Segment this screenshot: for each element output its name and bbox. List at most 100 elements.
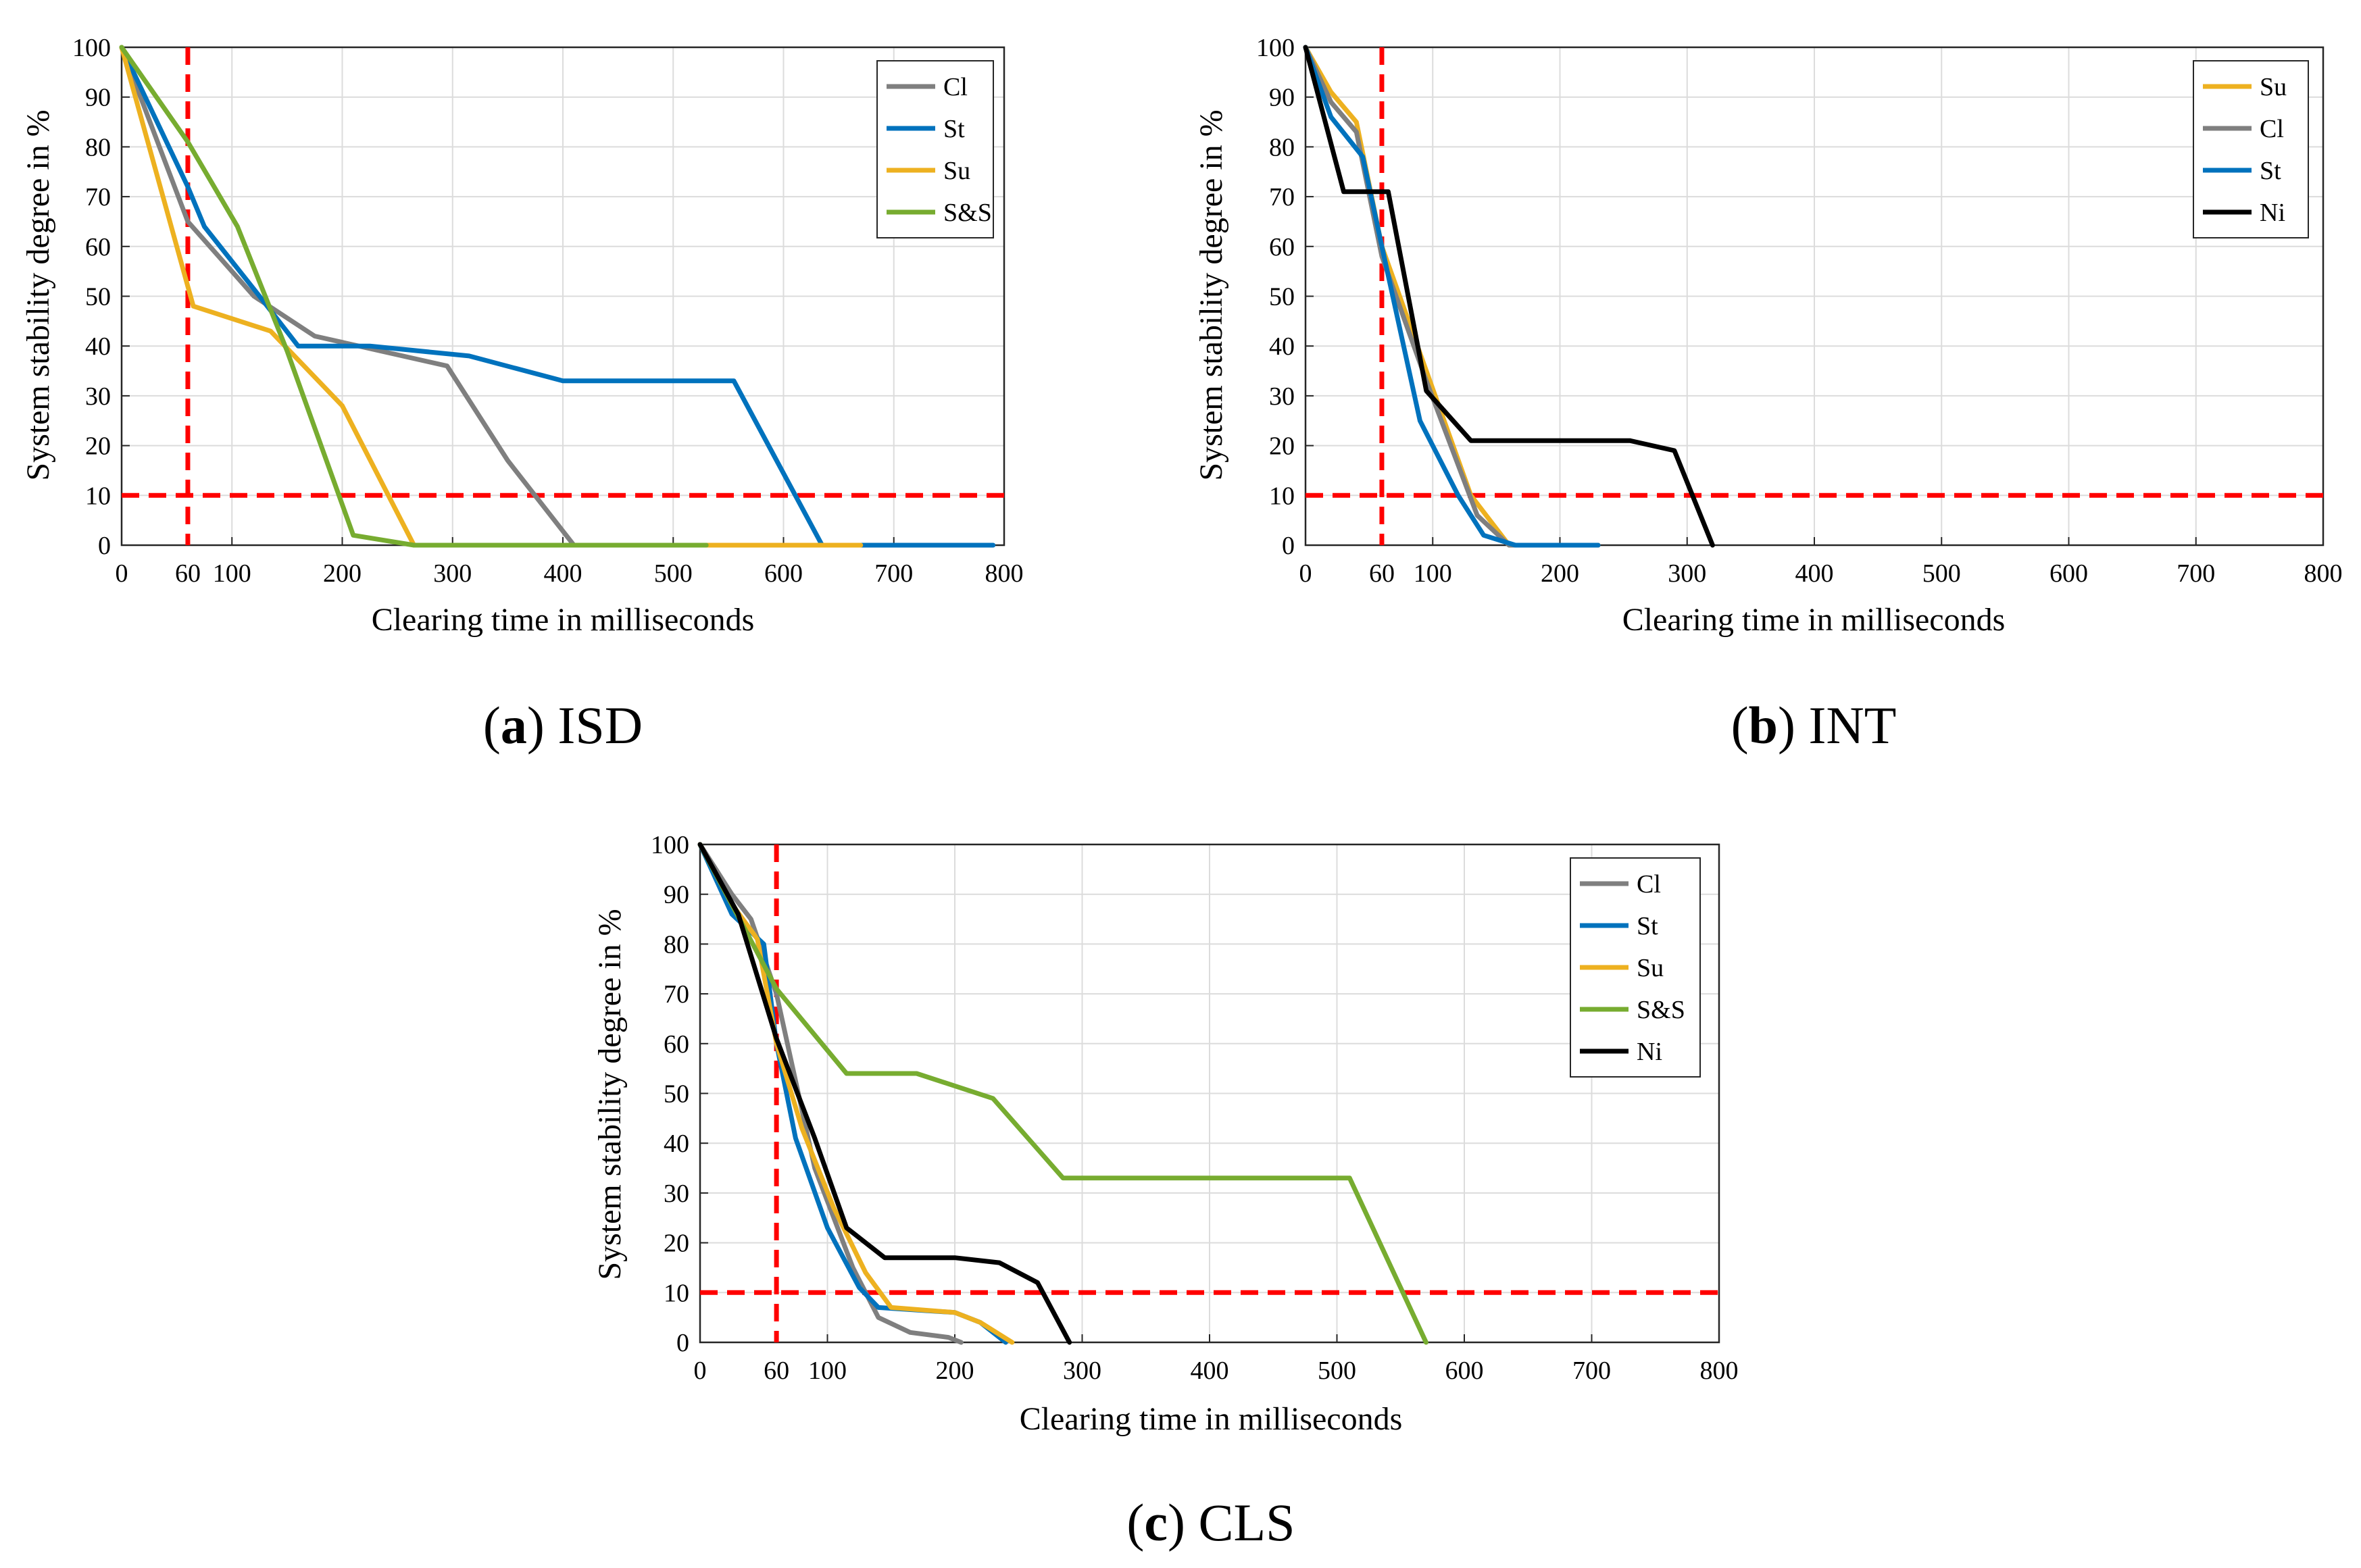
y-tick-label: 80	[1269, 133, 1295, 161]
x-tick-label: 300	[433, 559, 472, 588]
x-tick-label: 60	[764, 1357, 789, 1385]
series-line-sands	[119, 45, 709, 548]
x-tick-label: 0	[694, 1357, 707, 1385]
x-tick-label: 100	[1414, 559, 1452, 588]
y-tick-label: 90	[1269, 84, 1295, 112]
y-tick-label: 40	[1269, 332, 1295, 361]
x-tick-label: 200	[936, 1357, 974, 1385]
legend-label: St	[943, 115, 965, 143]
y-axis-title: System stability degree in %	[1193, 109, 1229, 480]
x-tick-label: 200	[1541, 559, 1579, 588]
legend-label: Ni	[2260, 199, 2285, 227]
y-tick-label: 90	[664, 881, 689, 909]
legend-label: Su	[943, 157, 970, 185]
legend-label: Cl	[2260, 115, 2284, 143]
panel-caption: (a) ISD	[483, 696, 643, 755]
legend-label: Ni	[1637, 1038, 1662, 1066]
y-tick-label: 80	[85, 133, 111, 161]
x-tick-label: 800	[985, 559, 1024, 588]
y-axis-title: System stability degree in %	[592, 909, 628, 1280]
chart-panel-int: Clearing time in milliseconds System sta…	[1193, 34, 2343, 755]
y-tick-label: 20	[664, 1230, 689, 1258]
x-tick-label: 600	[764, 559, 803, 588]
caption-text: CLS	[1199, 1493, 1295, 1552]
panel-caption: (b) INT	[1731, 696, 1897, 755]
y-tick-label: 70	[85, 183, 111, 211]
x-tick-label: 600	[1445, 1357, 1484, 1385]
x-axis-title: Clearing time in milliseconds	[372, 602, 755, 638]
y-tick-label: 100	[1256, 34, 1295, 62]
x-tick-label: 400	[544, 559, 582, 588]
legend-label: Su	[2260, 73, 2287, 101]
y-tick-label: 30	[85, 382, 111, 411]
y-tick-label: 50	[1269, 283, 1295, 311]
y-tick-label: 10	[85, 482, 111, 510]
y-tick-label: 60	[664, 1030, 689, 1059]
legend-label: S&S	[1637, 996, 1685, 1024]
x-tick-label: 100	[213, 559, 251, 588]
y-tick-label: 0	[1282, 532, 1295, 560]
x-tick-label: 500	[1922, 559, 1961, 588]
series-line-ni	[1303, 45, 1715, 548]
x-tick-label: 800	[2304, 559, 2343, 588]
series-line-cl	[119, 45, 576, 548]
caption-letter: c	[1144, 1493, 1168, 1552]
x-tick-label: 300	[1668, 559, 1706, 588]
panel-caption: (c) CLS	[1126, 1493, 1295, 1552]
x-tick-label: 100	[808, 1357, 847, 1385]
y-tick-label: 60	[85, 233, 111, 261]
legend-label: St	[2260, 157, 2281, 185]
caption-text: INT	[1808, 696, 1896, 755]
y-tick-label: 0	[676, 1329, 689, 1357]
legend-label: Su	[1637, 954, 1664, 982]
y-tick-label: 10	[664, 1279, 689, 1307]
y-tick-label: 40	[664, 1130, 689, 1158]
series-line-st	[119, 45, 996, 548]
y-tick-label: 50	[664, 1080, 689, 1109]
y-tick-label: 100	[651, 831, 689, 859]
x-tick-label: 700	[874, 559, 913, 588]
x-tick-label: 60	[175, 559, 201, 588]
x-tick-label: 400	[1191, 1357, 1229, 1385]
legend-box	[876, 60, 994, 238]
y-tick-label: 80	[664, 930, 689, 959]
caption-letter: a	[501, 696, 527, 755]
x-tick-label: 500	[654, 559, 693, 588]
x-axis-title: Clearing time in milliseconds	[1622, 602, 2006, 638]
y-axis-title: System stability degree in %	[20, 109, 56, 480]
chart-panel-isd: Clearing time in milliseconds System sta…	[20, 34, 1024, 755]
x-tick-label: 60	[1369, 559, 1395, 588]
legend-label: St	[1637, 912, 1658, 940]
x-tick-label: 0	[116, 559, 128, 588]
x-tick-label: 200	[323, 559, 362, 588]
series-line-st	[1303, 45, 1601, 548]
x-axis-title: Clearing time in milliseconds	[1020, 1401, 1403, 1437]
x-tick-label: 700	[2177, 559, 2215, 588]
y-tick-label: 40	[85, 332, 111, 361]
series-line-cl	[697, 842, 964, 1345]
y-tick-label: 100	[72, 34, 111, 62]
x-tick-label: 700	[1572, 1357, 1611, 1385]
y-tick-label: 20	[85, 432, 111, 461]
x-tick-label: 600	[2049, 559, 2088, 588]
y-tick-label: 90	[85, 84, 111, 112]
series-line-sands	[697, 842, 1428, 1345]
series-line-ni	[697, 842, 1072, 1345]
y-tick-label: 70	[1269, 183, 1295, 211]
y-tick-label: 10	[1269, 482, 1295, 510]
chart-panel-cls: Clearing time in milliseconds System sta…	[592, 831, 1739, 1552]
caption-text: ISD	[557, 696, 643, 755]
x-tick-label: 0	[1299, 559, 1312, 588]
legend-box	[2193, 60, 2309, 238]
y-tick-label: 30	[1269, 382, 1295, 411]
y-tick-label: 0	[98, 532, 111, 560]
x-tick-label: 800	[1700, 1357, 1739, 1385]
x-tick-label: 400	[1795, 559, 1834, 588]
y-tick-label: 50	[85, 283, 111, 311]
legend-label: Cl	[943, 73, 968, 101]
x-tick-label: 500	[1318, 1357, 1356, 1385]
y-tick-label: 60	[1269, 233, 1295, 261]
x-tick-label: 300	[1063, 1357, 1101, 1385]
series-line-su	[697, 842, 1015, 1345]
